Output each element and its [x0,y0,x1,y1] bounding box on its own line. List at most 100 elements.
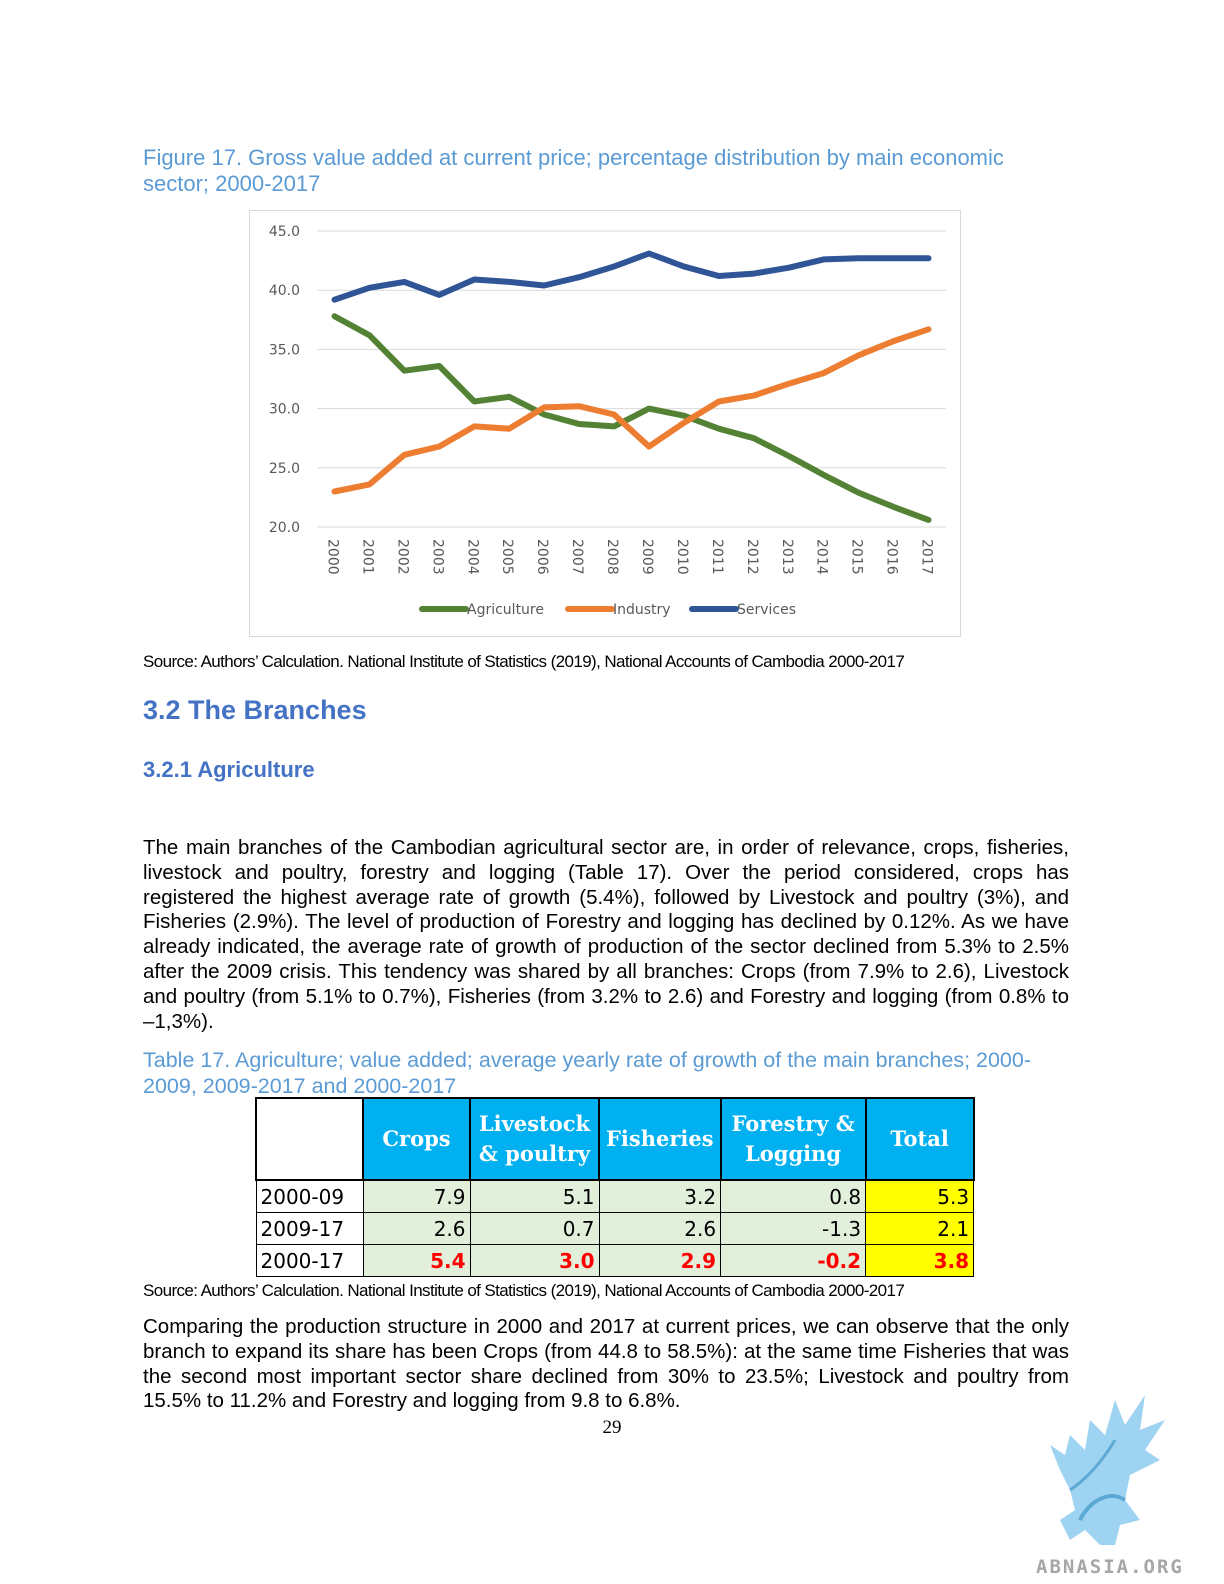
data-point [823,474,825,476]
data-point [438,365,440,367]
table-corner-cell [255,1097,364,1181]
data-point [648,408,650,410]
cell-value: 3.0 [469,1244,600,1277]
x-tick-label: 2006 [534,539,550,575]
data-point [578,276,580,278]
cell-value: 5.4 [362,1244,471,1277]
data-point [788,267,790,269]
x-tick-label: 2011 [709,539,725,575]
y-tick-label: 35.0 [269,342,300,358]
x-tick-label: 2002 [394,539,410,575]
series-line-agriculture [331,313,932,523]
data-point [893,340,895,342]
data-point [683,266,685,268]
data-point [928,519,930,521]
data-point [718,275,720,277]
x-tick-label: 2016 [884,539,900,575]
cell-total: 5.3 [865,1179,975,1213]
data-point [473,279,475,281]
series-line-industry [331,326,932,495]
data-point [928,257,930,259]
y-tick-label: 25.0 [269,461,300,477]
table-row: 2009-17 2.6 0.7 2.6 -1.3 2.1 [255,1212,975,1245]
data-point [858,354,860,356]
data-point [473,400,475,402]
data-point [753,395,755,397]
x-tick-label: 2009 [639,539,655,575]
growth-table: Crops Livestock & poultry Fisheries Fore… [255,1097,975,1277]
y-tick-label: 30.0 [269,402,300,418]
cell-value: 2.6 [362,1212,471,1245]
cell-value: 7.9 [362,1179,471,1213]
x-tick-label: 2005 [499,539,515,575]
data-point [893,257,895,259]
data-point [823,258,825,260]
x-tick-label: 2000 [324,539,340,575]
x-tick-label: 2010 [674,539,690,575]
data-point [788,383,790,385]
section-heading: 3.2 The Branches [143,695,367,725]
row-label: 2000-09 [255,1179,364,1213]
figure-source: Source: Authors’ Calculation. National I… [143,652,905,671]
x-tick-label: 2012 [744,539,760,575]
series-line-services [331,250,932,303]
header-fisheries: Fisheries [598,1097,722,1181]
data-point [683,415,685,417]
griffin-logo-icon [1050,1395,1165,1545]
data-point [718,400,720,402]
data-point [753,273,755,275]
data-point [368,334,370,336]
table-source: Source: Authors’ Calculation. National I… [143,1281,905,1300]
legend-label: Industry [613,602,671,618]
data-point [508,428,510,430]
data-point [368,483,370,485]
data-point [403,454,405,456]
data-point [648,252,650,254]
data-point [403,370,405,372]
data-point [438,445,440,447]
cell-value: -0.2 [720,1244,867,1277]
cell-value: 0.7 [469,1212,600,1245]
data-point [613,425,615,427]
paragraph-1: The main branches of the Cambodian agric… [143,836,1069,1033]
line-chart: 20.0 25.0 30.0 35.0 40.0 45.0 2000 2001 2002 2003… [249,210,961,637]
data-point [438,294,440,296]
figure-caption: Figure 17. Gross value added at current … [143,145,1004,196]
cell-total: 2.1 [865,1212,975,1245]
table-caption: Table 17. Agriculture; value added; aver… [143,1048,1032,1098]
x-tick-label: 2003 [429,539,445,575]
data-point [823,372,825,374]
y-tick-label: 20.0 [269,520,300,536]
subsection-heading: 3.2.1 Agriculture [143,757,315,782]
y-tick-label: 45.0 [269,224,300,240]
data-point [928,328,930,330]
x-tick-label: 2015 [849,539,865,575]
data-point [788,455,790,457]
table-row: 2000-17 5.4 3.0 2.9 -0.2 3.8 [255,1244,975,1277]
watermark-text: ABNASIA.ORG [1036,1556,1184,1578]
x-tick-label: 2017 [919,539,935,575]
data-point [753,437,755,439]
data-point [403,281,405,283]
data-point [613,266,615,268]
cell-value: -1.3 [720,1212,867,1245]
paragraph-2: Comparing the production structure in 20… [143,1315,1069,1413]
chart-svg: 20.0 25.0 30.0 35.0 40.0 45.0 2000 2001 2002 2003… [269,224,946,618]
x-tick-label: 2014 [814,539,830,575]
x-tick-label: 2004 [464,539,480,575]
cell-value: 2.6 [598,1212,722,1245]
data-point [508,281,510,283]
row-label: 2009-17 [255,1212,364,1245]
data-point [333,490,335,492]
data-point [718,428,720,430]
x-tick-label: 2007 [569,539,585,575]
cell-value: 3.2 [598,1179,722,1213]
data-point [893,506,895,508]
data-point [543,284,545,286]
data-point [613,414,615,416]
header-crops: Crops [362,1097,471,1181]
x-tick-label: 2008 [604,539,620,575]
cell-value: 5.1 [469,1179,600,1213]
legend-label: Agriculture [467,602,544,618]
data-point [543,406,545,408]
